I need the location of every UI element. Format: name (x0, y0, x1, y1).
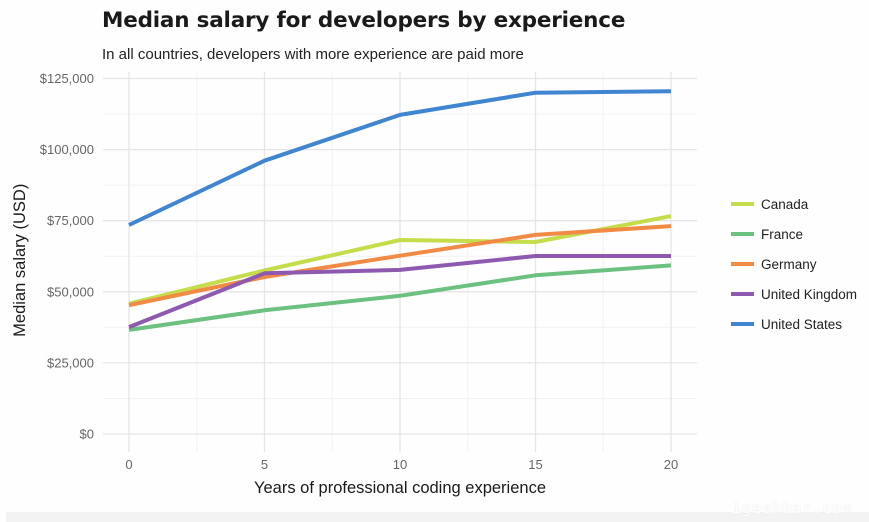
x-axis-tick-labels: 0 5 10 15 20 (125, 457, 678, 472)
x-tick-label: 0 (125, 457, 132, 472)
chart-subtitle: In all countries, developers with more e… (102, 46, 524, 63)
y-tick-label: $100,000 (40, 142, 94, 157)
series-line-france (128, 263, 672, 332)
legend-label-canada: Canada (761, 197, 809, 212)
legend-label-united-states: United States (761, 317, 842, 332)
y-axis-title: Median salary (USD) (11, 184, 29, 337)
x-tick-label: 20 (664, 457, 678, 472)
series-line-united-kingdom (128, 254, 671, 329)
x-tick-label: 5 (261, 457, 268, 472)
legend-label-germany: Germany (761, 257, 817, 272)
series-line-united-states (128, 89, 672, 227)
y-tick-label: $25,000 (47, 355, 94, 370)
y-tick-label: $0 (80, 427, 94, 442)
y-axis-tick-labels: $0 $25,000 $50,000 $75,000 $100,000 $125,000 (40, 71, 94, 442)
bottom-band (6, 512, 869, 522)
watermark: igeekbar.com (732, 499, 853, 517)
x-tick-label: 10 (393, 457, 407, 472)
x-axis-title: Years of professional coding experience (254, 479, 546, 497)
y-tick-label: $50,000 (47, 284, 94, 299)
legend-label-united-kingdom: United Kingdom (761, 287, 857, 302)
legend-label-france: France (761, 227, 803, 242)
x-tick-label: 15 (528, 457, 542, 472)
series-line-germany (128, 224, 672, 308)
y-tick-label: $75,000 (47, 213, 94, 228)
major-gridlines (103, 72, 697, 452)
y-tick-label: $125,000 (40, 71, 94, 86)
series-lines (128, 89, 672, 332)
legend: Canada France Germany United Kingdom United … (731, 197, 857, 332)
chart-title: Median salary for developers by experien… (102, 8, 626, 33)
